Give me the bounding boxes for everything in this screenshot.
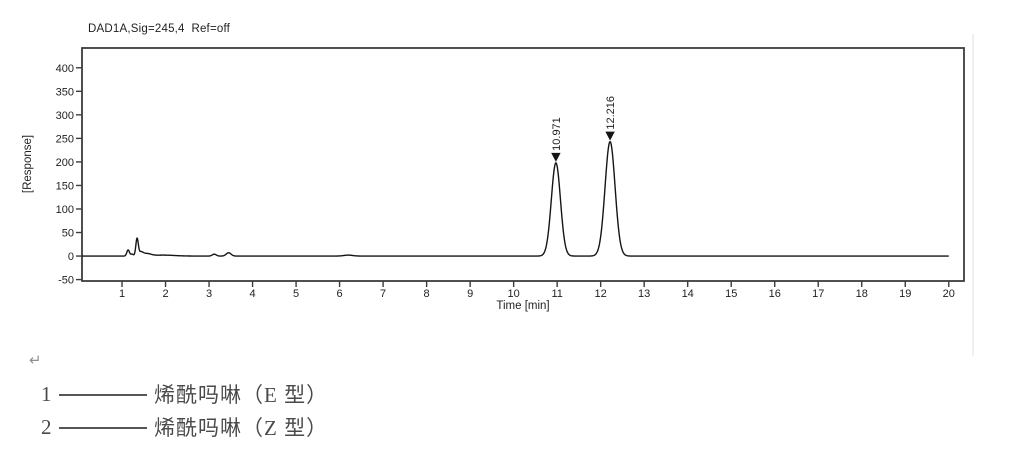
- x-tick-label: 12: [595, 288, 607, 300]
- x-tick-label: 6: [337, 288, 343, 300]
- return-mark: ↵: [29, 352, 42, 369]
- y-tick-label: 50: [62, 228, 74, 240]
- scan-artifact-line: [972, 34, 974, 356]
- x-axis-ticks: 1 2 3 4 5 6 7 8 9 10 11 12 13 14 15 16 17 18 19 20: [119, 281, 955, 300]
- y-tick-label: 150: [56, 180, 74, 192]
- y-tick-label: -50: [58, 275, 74, 287]
- peak-retention-time-label: 10.971: [551, 117, 563, 151]
- x-tick-label: 11: [551, 288, 562, 300]
- x-tick-label: 2: [162, 288, 168, 300]
- y-axis-label: [Response]: [22, 135, 34, 193]
- y-tick-label: 300: [56, 110, 74, 122]
- x-tick-label: 7: [380, 288, 386, 300]
- y-axis-ticks: -50 0 50 100 150 200 250 300 350 400: [56, 63, 82, 287]
- peak-arrow-icon: [551, 152, 561, 162]
- x-tick-label: 3: [206, 288, 212, 300]
- chromatogram-plot: DAD1A,Sig=245,4 Ref=off -50 0 50 100 150 200 2…: [22, 23, 965, 312]
- legend-item-label: 烯酰吗啉（E 型）: [154, 383, 329, 407]
- legend-item-label: 烯酰吗啉（Z 型）: [154, 416, 329, 440]
- y-tick-label: 100: [56, 204, 74, 216]
- y-tick-label: 400: [56, 63, 74, 75]
- x-tick-label: 13: [638, 288, 650, 300]
- peak-retention-time-label: 12.216: [605, 96, 617, 130]
- legend-item: 2 烯酰吗啉（Z 型）: [41, 412, 328, 442]
- x-tick-label: 15: [725, 288, 737, 300]
- x-axis-label: Time [min]: [496, 300, 549, 312]
- x-tick-label: 18: [856, 288, 868, 300]
- x-tick-label: 9: [467, 288, 473, 300]
- x-tick-label: 10: [508, 288, 520, 300]
- compound-legend: 1 烯酰吗啉（E 型） 2 烯酰吗啉（Z 型）: [41, 379, 328, 442]
- y-tick-label: 200: [56, 157, 74, 169]
- legend-item-number: 1: [41, 381, 52, 406]
- x-tick-label: 17: [812, 288, 824, 300]
- x-tick-label: 14: [682, 288, 694, 300]
- plot-frame: [81, 47, 965, 282]
- legend-item-dash: [59, 427, 147, 429]
- x-tick-label: 19: [899, 288, 911, 300]
- x-tick-label: 8: [424, 288, 430, 300]
- x-tick-label: 4: [250, 288, 256, 300]
- chromatogram-trace: [81, 140, 950, 257]
- y-tick-label: 350: [56, 86, 74, 98]
- x-tick-label: 1: [119, 288, 125, 300]
- y-tick-label: 250: [56, 133, 74, 145]
- x-tick-label: 5: [293, 288, 299, 300]
- peak-annotations: 10.971 12.216: [551, 96, 617, 162]
- legend-item: 1 烯酰吗啉（E 型）: [41, 379, 328, 409]
- x-tick-label: 20: [943, 288, 955, 300]
- legend-item-number: 2: [41, 414, 52, 439]
- y-tick-label: 0: [68, 251, 74, 263]
- x-tick-label: 16: [769, 288, 781, 300]
- peak-arrow-icon: [605, 131, 615, 141]
- chart-title: DAD1A,Sig=245,4 Ref=off: [88, 23, 231, 35]
- legend-item-dash: [59, 394, 147, 396]
